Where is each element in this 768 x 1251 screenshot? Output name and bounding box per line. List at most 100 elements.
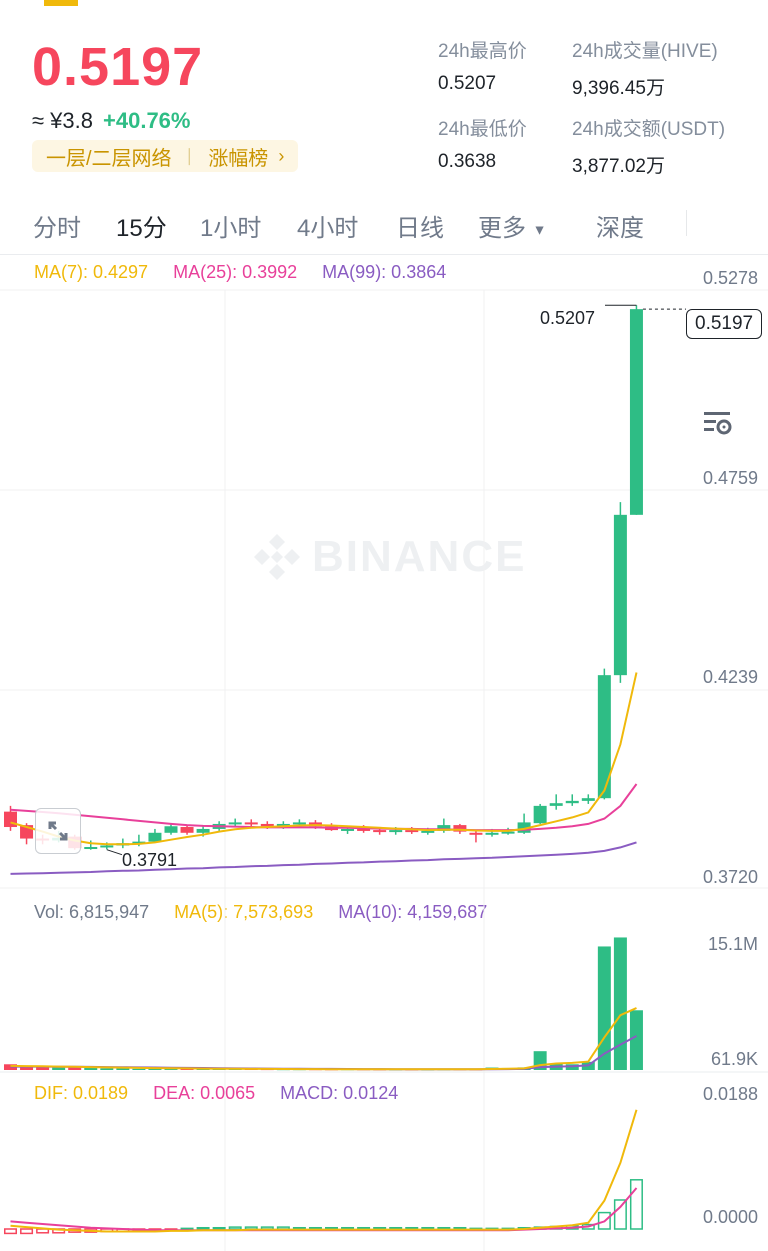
macd-histogram-bar [196, 1226, 210, 1230]
dea-line [10, 1187, 638, 1232]
legend-ma99: MA(99): 0.3864 [322, 262, 447, 282]
price-ma-legend: MA(7): 0.4297 MA(25): 0.3992 MA(99): 0.3… [34, 262, 466, 283]
candle-body [421, 830, 435, 833]
tag-layer-network[interactable]: 一层/二层网络 [46, 147, 172, 170]
macd-histogram-bar [597, 1211, 611, 1230]
candle-body [180, 827, 194, 833]
price-tick-label: 0.4759 [702, 468, 758, 488]
legend-dif: DIF: 0.0189 [34, 1083, 129, 1103]
tab-time-share[interactable]: 分时 [33, 215, 81, 242]
legend-vol-ma5: MA(5): 7,573,693 [174, 902, 314, 922]
stat-label: 24h最低价 [438, 119, 527, 140]
expand-arrows-icon [48, 821, 68, 841]
chart-settings-icon[interactable] [700, 408, 736, 438]
candle-body [148, 832, 162, 842]
caret-down-icon: ▼ [532, 221, 547, 238]
volume-bar [20, 1065, 34, 1070]
interval-tabs: 分时 15分 1小时 4小时 日线 更多 ▼ 深度 [0, 200, 768, 435]
tab-more[interactable]: 更多 ▼ [478, 208, 547, 243]
tab-4h[interactable]: 4小时 [297, 215, 359, 242]
candle-body [357, 828, 371, 831]
tab-daily[interactable]: 日线 [396, 215, 444, 242]
candle-body [581, 798, 595, 801]
low-marker-label: 0.3791 [122, 850, 178, 870]
ma7-line [10, 672, 638, 846]
candle-body [485, 832, 499, 835]
tab-divider [686, 210, 687, 236]
candle-body [405, 830, 419, 833]
candle-body [341, 828, 355, 831]
legend-macd: MACD: 0.0124 [280, 1083, 399, 1103]
macd-histogram-bar [212, 1226, 226, 1230]
volume-bar [100, 1068, 114, 1070]
dif-line [10, 1109, 638, 1233]
candle-body [196, 828, 210, 833]
candle-body [437, 825, 451, 831]
candle-body [517, 822, 531, 833]
change-percent: +40.76% [103, 108, 191, 133]
header-divider [0, 254, 768, 255]
candle-body [565, 800, 579, 804]
legend-ma7: MA(7): 0.4297 [34, 262, 149, 282]
fullscreen-button[interactable] [35, 808, 81, 854]
legend-vol: Vol: 6,815,947 [34, 902, 150, 922]
candle-body [132, 841, 146, 844]
candle-body [549, 803, 563, 806]
volume-bar [36, 1067, 50, 1070]
price-tick-label: 0.5278 [702, 268, 758, 288]
binance-logo-icon [254, 534, 300, 580]
high-marker-label: 0.5207 [540, 308, 596, 328]
stat-24h-volume: 24h成交量(HIVE) 9,396.45万 [572, 36, 718, 100]
candle-body [276, 823, 290, 827]
candle-body [453, 825, 467, 832]
candle-body [469, 832, 483, 835]
stat-label: 24h成交额(USDT) [572, 119, 726, 140]
stat-label: 24h成交量(HIVE) [572, 41, 718, 62]
volume-bar [629, 1010, 643, 1070]
volume-bar [84, 1067, 98, 1070]
volume-bar [132, 1068, 146, 1070]
brand-watermark: BINANCE [250, 530, 526, 584]
vol-ma5-line [10, 1007, 637, 1071]
tab-depth[interactable]: 深度 [596, 215, 644, 242]
candle-body [260, 823, 274, 827]
low-marker-line [106, 849, 123, 856]
last-price: 0.5197 [32, 37, 204, 97]
stat-value: 0.5207 [438, 73, 497, 94]
tag-gainers[interactable]: 涨幅榜 [208, 147, 269, 170]
candle-body [501, 831, 515, 834]
macd-histogram-bar [613, 1199, 627, 1230]
candle-body [373, 830, 387, 833]
ma25-line [10, 783, 638, 832]
candle-body [100, 845, 114, 848]
stat-value: 0.3638 [438, 151, 497, 172]
volume-bar [52, 1067, 66, 1070]
candle-body [629, 309, 643, 515]
candle-body [292, 822, 306, 825]
volume-bar [597, 946, 611, 1070]
macd-histogram-bar [20, 1228, 34, 1235]
current-price-label: 0.5197 [686, 309, 763, 339]
legend-vol-ma10: MA(10): 4,159,687 [338, 902, 488, 922]
price-tick-label: 0.4239 [702, 667, 758, 687]
chevron-right-icon: › [278, 145, 285, 166]
candle-body [533, 805, 547, 824]
candle-body [613, 514, 627, 676]
volume-tick-label: 15.1M [707, 934, 758, 954]
candle-body [228, 822, 242, 825]
stat-24h-high: 24h最高价 0.5207 [438, 36, 527, 95]
candle-body [389, 830, 403, 833]
stat-24h-turnover: 24h成交额(USDT) 3,877.02万 [572, 114, 725, 178]
tab-more-label: 更多 [478, 215, 526, 242]
stat-24h-low: 24h最低价 0.3638 [438, 114, 527, 173]
macd-tick-label: 0.0000 [702, 1207, 758, 1227]
category-tags[interactable]: 一层/二层网络 │ 涨幅榜 › [32, 140, 299, 172]
tab-1h[interactable]: 1小时 [200, 215, 262, 242]
macd-histogram-bar [228, 1226, 242, 1230]
legend-ma25: MA(25): 0.3992 [173, 262, 298, 282]
cny-price: ≈ ¥3.8 [32, 108, 94, 133]
tab-15m[interactable]: 15分 [116, 215, 167, 242]
macd-histogram-bar [629, 1179, 643, 1230]
stat-value: 3,877.02万 [572, 156, 665, 177]
